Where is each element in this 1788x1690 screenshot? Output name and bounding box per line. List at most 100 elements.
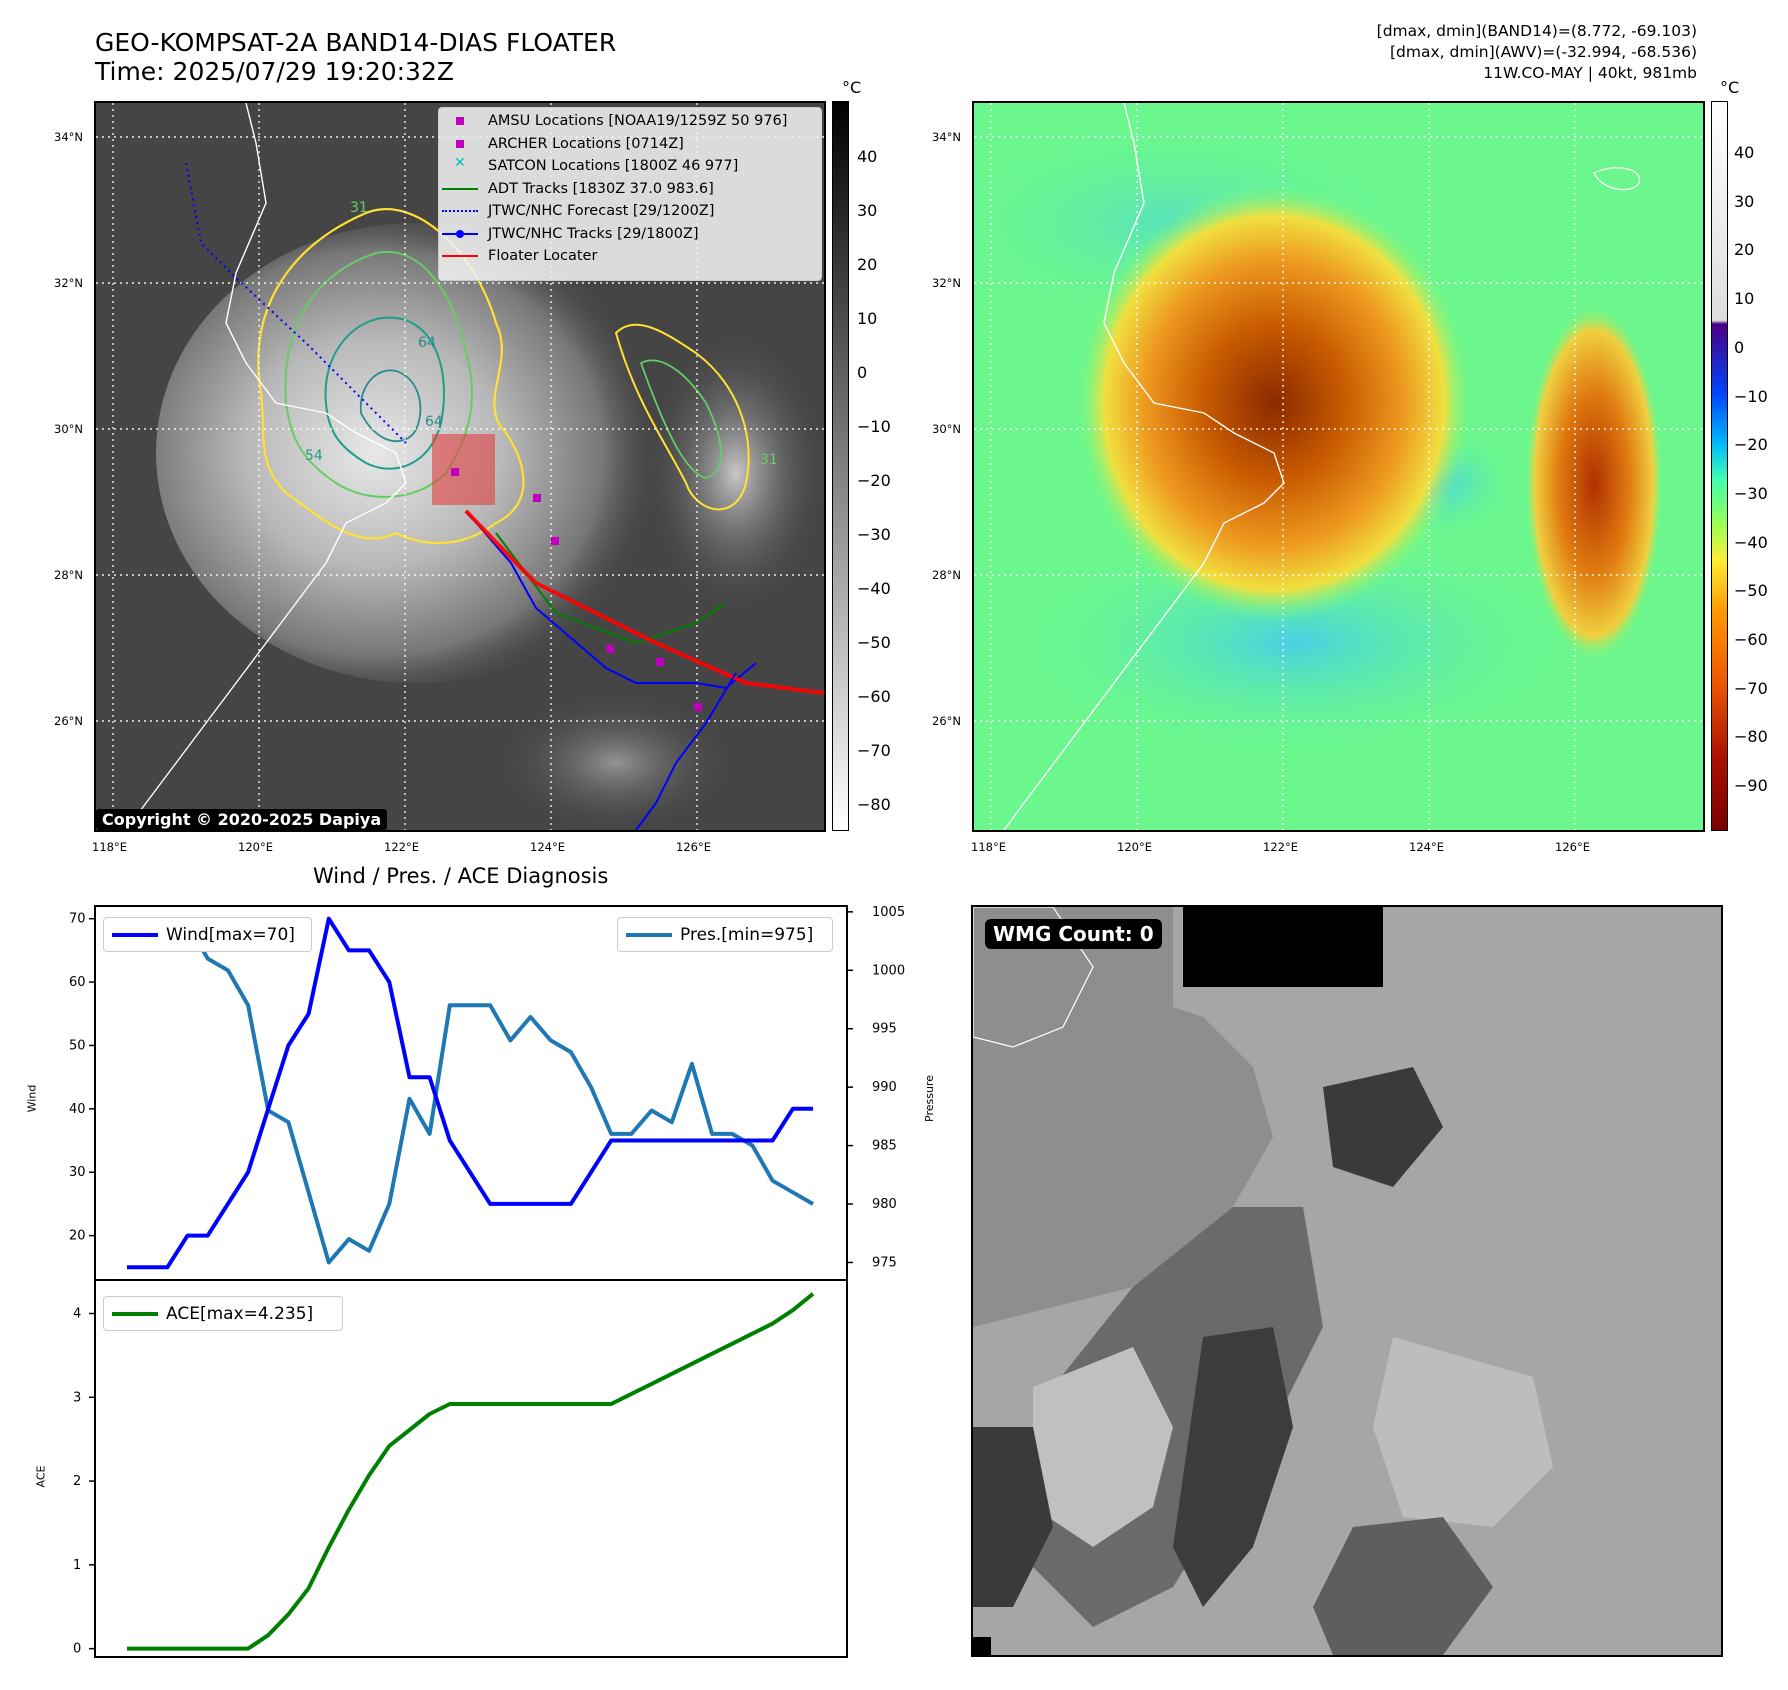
map-legend-item: JTWC/NHC Forecast [29/1200Z] (442, 200, 714, 222)
ir-lat-tick-30: 30°N (54, 422, 83, 436)
wind-tick-label: 60 (69, 975, 86, 990)
pressure-tick-label: 985 (872, 1139, 897, 1154)
ir-colorbar-unit: °C (842, 78, 862, 97)
ir-lat-tick-34: 34°N (54, 130, 83, 144)
ace-legend: ACE[max=4.235] (103, 1296, 343, 1331)
wv-colorbar-tick: 0 (1734, 337, 1745, 357)
wind-tick-label: 40 (69, 1102, 86, 1117)
ace-tick-label: 1 (73, 1558, 81, 1573)
x-marker-icon: ✕ (454, 155, 466, 171)
wv-colorbar-tick: 20 (1734, 240, 1755, 260)
wind-series-line (127, 916, 813, 1270)
wv-lon-tick-120: 120°E (1117, 840, 1152, 854)
ir-map-panel: Copyright © 2020-2025 Dapiya (94, 101, 826, 832)
ir-colorbar-tick: 0 (857, 363, 868, 382)
ir-colorbar-tick: −60 (857, 687, 891, 706)
wv-lon-tick-126: 126°E (1555, 840, 1590, 854)
wmg-count-badge: WMG Count: 0 (985, 919, 1162, 949)
ir-colorbar-tick: 40 (857, 147, 878, 166)
info-dmax-awv: [dmax, dmin](AWV)=(-32.994, -68.536) (1390, 43, 1697, 61)
wv-colorbar-unit: °C (1720, 78, 1740, 97)
pressure-legend-line-icon (626, 932, 672, 937)
wv-lat-tick-34: 34°N (932, 130, 961, 144)
map-legend-label: JTWC/NHC Tracks [29/1800Z] (488, 225, 699, 242)
solid-line-icon (442, 178, 478, 200)
ir-lon-tick-126: 126°E (676, 840, 711, 854)
wv-colorbar-tick: −20 (1734, 435, 1768, 455)
wind-tick-label: 70 (69, 912, 86, 927)
ace-frame (94, 1279, 848, 1658)
wv-lat-tick-30: 30°N (932, 422, 961, 436)
pressure-tick-label: 975 (872, 1255, 897, 1270)
pressure-legend-label: Pres.[min=975] (680, 924, 814, 945)
copyright-label: Copyright © 2020-2025 Dapiya (96, 809, 388, 830)
map-legend-item: JTWC/NHC Tracks [29/1800Z] (442, 223, 699, 245)
map-legend-label: Floater Locater (488, 248, 598, 264)
ace-tick-label: 3 (73, 1390, 81, 1405)
diagnosis-chart-title: Wind / Pres. / ACE Diagnosis (313, 864, 609, 888)
map-legend-label: JTWC/NHC Forecast [29/1200Z] (488, 203, 715, 219)
map-legend-item: ADT Tracks [1830Z 37.0 983.6] (442, 178, 714, 200)
wv-colorbar-tick: 30 (1734, 191, 1755, 211)
ir-colorbar-tick: −10 (857, 417, 891, 436)
ace-legend-line-icon (112, 1311, 158, 1316)
info-dmax-band14: [dmax, dmin](BAND14)=(8.772, -69.103) (1376, 22, 1697, 40)
wv-lat-tick-26: 26°N (932, 714, 961, 728)
ir-lat-tick-32: 32°N (54, 276, 83, 290)
wv-colorbar-tick: −90 (1734, 776, 1768, 796)
contour-label-31-west: 31 (350, 200, 368, 216)
pressure-axis-label: Pressure (922, 1075, 936, 1122)
pressure-legend: Pres.[min=975] (617, 917, 833, 952)
pressure-series-line (127, 921, 815, 1265)
wind-legend: Wind[max=70] (103, 917, 312, 952)
ir-colorbar-tick: 10 (857, 309, 878, 328)
wv-colorbar-tick: 10 (1734, 289, 1755, 309)
solid-line-icon (442, 245, 478, 267)
line-dot-icon (442, 223, 478, 245)
map-legend-label: ARCHER Locations [0714Z] (488, 135, 684, 152)
map-legend-label: AMSU Locations [NOAA19/1259Z 50 976] (488, 113, 788, 129)
contour-label-31-east: 31 (760, 452, 778, 468)
ace-series-line (127, 1292, 815, 1651)
ir-lat-tick-26: 26°N (54, 714, 83, 728)
wv-lon-tick-122: 122°E (1263, 840, 1298, 854)
wmg-image (973, 907, 1721, 1655)
ace-tick-label: 0 (73, 1642, 81, 1657)
contour-label-54: 54 (305, 448, 323, 464)
wv-colorbar-tick: −80 (1734, 727, 1768, 747)
wv-colorbar-tick: −70 (1734, 678, 1768, 698)
map-legend-item: ✕ SATCON Locations [1800Z 46 977] (442, 155, 738, 177)
wind-legend-line-icon (112, 932, 158, 937)
map-legend-item: Floater Locater (442, 245, 597, 267)
pressure-tick-label: 995 (872, 1022, 897, 1037)
wv-map-panel (972, 101, 1705, 832)
ir-colorbar-tick: −50 (857, 633, 891, 652)
wind-tick-label: 20 (69, 1229, 86, 1244)
wv-lat-tick-32: 32°N (932, 276, 961, 290)
map-legend (438, 107, 822, 281)
ir-colorbar-tick: −40 (857, 579, 891, 598)
page-title: GEO-KOMPSAT-2A BAND14-DIAS FLOATER (95, 28, 617, 57)
wind-tick-label: 30 (69, 1165, 86, 1180)
wv-colorbar-tick: 40 (1734, 143, 1755, 162)
contour-label-64-center: 64 (425, 414, 443, 430)
ir-lon-tick-122: 122°E (384, 840, 419, 854)
map-legend-label: ADT Tracks [1830Z 37.0 983.6] (488, 180, 714, 197)
dotted-line-icon (442, 200, 478, 222)
ace-tick-label: 4 (73, 1307, 81, 1322)
floater-locater-box (432, 434, 495, 505)
pressure-tick-label: 980 (872, 1197, 897, 1212)
ir-colorbar-tick: 20 (857, 255, 878, 274)
wmg-panel: WMG Count: 0 (971, 905, 1723, 1657)
ir-colorbar-tick: −80 (857, 795, 891, 814)
square-marker-icon (442, 133, 478, 155)
ace-tick-label: 2 (73, 1474, 81, 1489)
info-storm: 11W.CO-MAY | 40kt, 981mb (1483, 64, 1697, 82)
map-legend-label: SATCON Locations [1800Z 46 977] (488, 158, 739, 174)
ir-lon-tick-120: 120°E (238, 840, 273, 854)
wv-colorbar-tick: −30 (1734, 483, 1768, 503)
wv-colorbar-tick: −10 (1734, 386, 1768, 406)
square-marker-icon (442, 110, 478, 132)
wv-colorbar-tick: −60 (1734, 630, 1768, 649)
